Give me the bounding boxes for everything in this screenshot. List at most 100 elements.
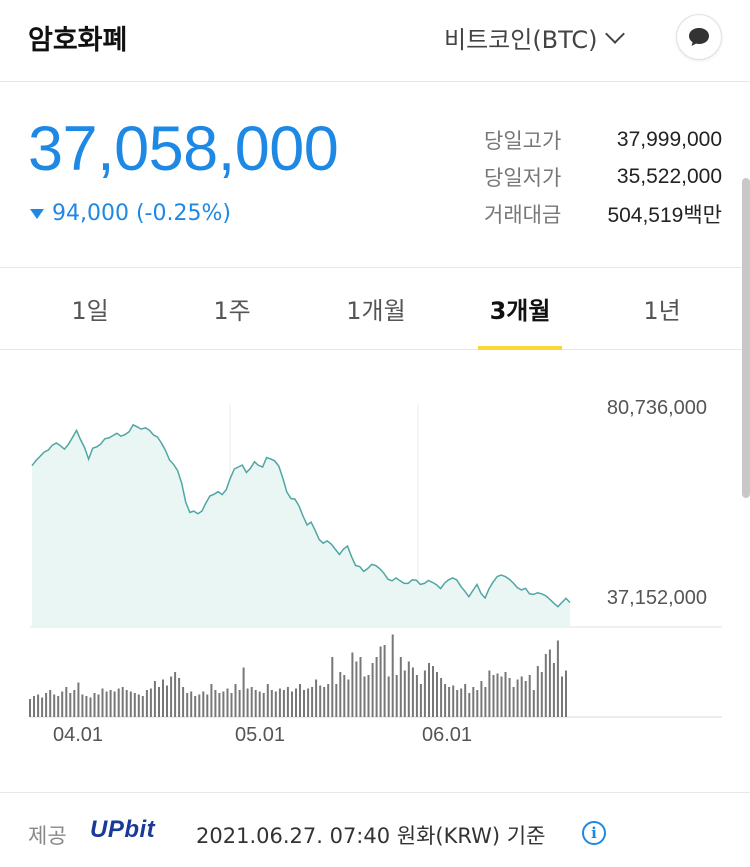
volume-bar [145,690,148,717]
volume-bar [149,688,152,717]
volume-bar [536,666,539,717]
volume-bar [77,682,80,717]
volume-bar [109,690,112,717]
volume-bar [472,687,475,717]
volume-bar [117,688,120,717]
volume-bar [419,684,422,717]
volume-bar [129,691,132,717]
volume-bar [45,693,48,717]
footer: 제공 UPbit 2021.06.27. 07:40 원화(KRW) 기준 i [0,812,750,867]
chat-bubble-icon [689,28,709,46]
stat-value: 504,519백만 [607,203,722,227]
chat-button[interactable] [676,14,722,60]
volume-bar [520,676,523,717]
volume-bar [101,688,104,717]
tab-1m[interactable]: 1개월 [346,297,406,325]
stat-row-volume: 거래대금 504,519백만 [484,195,722,232]
volume-bar [262,693,265,717]
volume-bar [355,661,358,717]
stat-value: 37,999,000 [616,127,722,151]
volume-bar [460,688,463,717]
volume-bar [532,690,535,717]
volume-bar [544,654,547,717]
x-tick-label: 06.01 [422,724,472,746]
volume-bar [29,699,31,717]
volume-bar [428,663,430,717]
volume-bar [492,675,495,717]
volume-bar [403,670,406,717]
volume-bar [552,663,555,717]
volume-bar [73,690,76,717]
volume-bar [468,693,471,717]
volume-bar [528,675,531,717]
stat-value: 35,522,000 [616,164,722,188]
volume-bar [367,675,370,717]
volume-bar [242,667,245,717]
volume-bar [158,687,160,717]
daily-stats: 당일고가 37,999,000 당일저가 35,522,000 거래대금 504… [484,121,722,232]
y-min-label: 37,152,000 [607,587,707,609]
volume-bar [291,691,293,717]
tab-1w[interactable]: 1주 [213,297,251,325]
volume-bar [395,675,398,717]
top-bar: 암호화폐 비트코인(BTC) [0,0,750,82]
volume-bar [61,691,64,717]
period-tabs: 1일 1주 1개월 3개월 1년 [0,269,750,350]
volume-bar [278,688,281,717]
volume-bar [556,640,559,717]
volume-bar [222,691,225,717]
volume-bar [452,685,455,717]
volume-bar [504,672,507,717]
volume-bar [508,678,511,717]
volume-bar [190,691,193,717]
volume-bar [512,687,515,717]
page-title: 암호화폐 [28,25,128,56]
coin-selector[interactable]: 비트코인(BTC) [444,20,625,55]
tab-1y[interactable]: 1년 [643,297,681,325]
volume-bar [81,694,84,717]
price-change-value: 94,000 (-0.25%) [52,201,231,226]
volume-bar [49,690,52,717]
volume-bar [331,657,334,717]
coin-selector-label: 비트코인(BTC) [444,26,598,54]
volume-bar [121,687,124,717]
volume-bar [299,684,301,717]
timestamp: 2021.06.27. 07:40 원화(KRW) 기준 [196,824,546,848]
tab-1d[interactable]: 1일 [71,297,109,325]
volume-bar [561,676,563,717]
volume-bar [540,672,543,717]
volume-bar [113,691,116,717]
volume-bar [444,684,447,717]
volume-bar [307,688,310,717]
volume-bar [407,661,410,717]
volume-bar [178,678,181,717]
volume-bar [69,693,72,717]
provider-label: 제공 [28,824,67,848]
volume-bar [250,687,253,717]
volume-bar [198,694,201,717]
volume-bar [266,684,269,717]
volume-bar [359,657,362,717]
volume-bar [383,645,386,717]
stat-label: 거래대금 [484,202,562,227]
volume-bar [234,684,237,717]
scrollbar[interactable] [742,178,750,498]
volume-bar [65,687,68,717]
volume-bar [202,691,205,717]
volume-bar [174,672,177,717]
price-line [31,423,571,608]
upbit-logo: UPbit [90,816,156,843]
price-chart: 80,736,000 37,152,000 04.01 05.01 06.01 [0,351,750,793]
volume-bar [105,691,108,717]
volume-bar [315,679,318,717]
tab-3m[interactable]: 3개월 [489,297,551,325]
info-icon[interactable]: i [582,821,606,845]
volume-bar [399,657,402,717]
volume-bar [436,672,438,717]
volume-bar [93,693,96,717]
volume-bar [448,687,451,717]
volume-bar [166,685,168,717]
volume-bars [29,634,567,717]
volume-bar [375,657,378,717]
volume-bar [282,690,285,717]
